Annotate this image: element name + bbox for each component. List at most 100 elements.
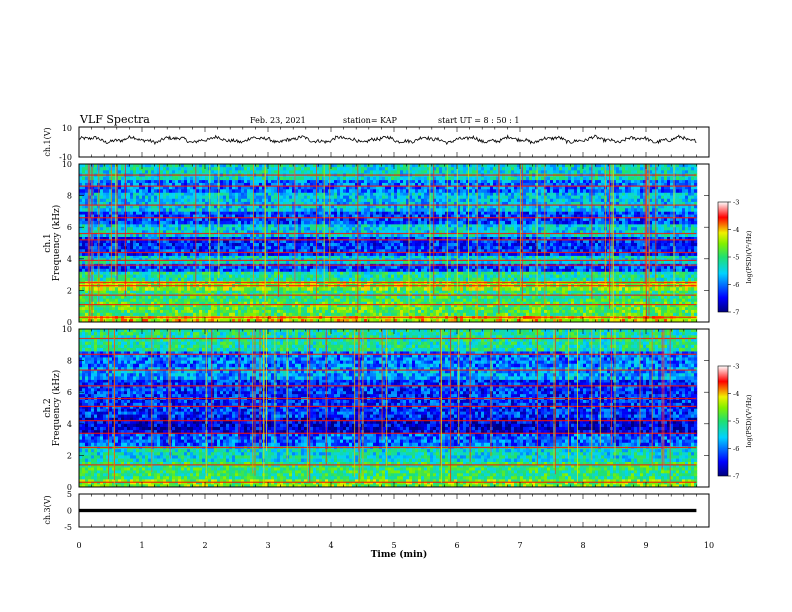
spectrogram-cell	[205, 299, 208, 302]
spectrogram-cell	[592, 287, 595, 290]
spectrogram-cell	[658, 269, 661, 272]
spectrogram-cell	[355, 313, 358, 316]
spectrogram-cell	[85, 290, 88, 293]
spectrogram-cell	[418, 310, 421, 313]
spectrogram-cell	[364, 266, 367, 269]
spectrogram-cell	[352, 278, 355, 281]
spectrogram-cell	[397, 290, 400, 293]
spectrogram-cell	[421, 313, 424, 316]
spectrogram-cell	[631, 307, 634, 310]
spectrogram-cell	[370, 266, 373, 269]
spectrogram-cell	[577, 256, 580, 259]
spectrogram-cell	[421, 296, 424, 299]
spectrogram-cell	[127, 266, 130, 269]
spectrogram-cell	[280, 256, 283, 259]
spectrogram-cell	[169, 261, 172, 264]
spectrogram-cell	[214, 299, 217, 302]
spectrogram-cell	[121, 299, 124, 302]
spectrogram-cell	[625, 310, 628, 313]
spectrogram-cell	[622, 256, 625, 259]
spectrogram-cell	[511, 269, 514, 272]
spectrogram-cell	[385, 290, 388, 293]
spectrogram-cell	[304, 287, 307, 290]
spectrogram-cell	[583, 256, 586, 259]
spectrogram-cell	[634, 299, 637, 302]
spectrogram-cell	[394, 256, 397, 259]
spectrogram-cell	[562, 278, 565, 281]
spectrogram-cell	[397, 266, 400, 269]
spectrogram-cell	[535, 296, 538, 299]
spectrogram-cell	[352, 287, 355, 290]
spectrogram-cell	[334, 278, 337, 281]
spectrogram-cell	[310, 256, 313, 259]
spectrogram-cell	[151, 275, 154, 278]
spectrogram-cell	[391, 261, 394, 264]
spectrogram-cell	[538, 261, 541, 264]
spectrogram-cell	[106, 290, 109, 293]
spectrogram-cell	[415, 287, 418, 290]
spectrogram-cell	[115, 287, 118, 290]
spectrogram-cell	[478, 269, 481, 272]
spectrogram-cell	[250, 275, 253, 278]
spectrogram-cell	[490, 310, 493, 313]
spectrogram-cell	[421, 269, 424, 272]
spectrogram-cell	[622, 275, 625, 278]
spectrogram-cell	[199, 313, 202, 316]
spectrogram-cell	[154, 287, 157, 290]
spectrogram-cell	[439, 256, 442, 259]
spectrogram-cell	[238, 287, 241, 290]
spectrogram-cell	[508, 307, 511, 310]
spectrogram-cell	[226, 287, 229, 290]
spectrogram-cell	[295, 299, 298, 302]
spectrogram-cell	[346, 275, 349, 278]
spectrogram-cell	[160, 296, 163, 299]
spectrogram-cell	[556, 269, 559, 272]
spectrogram-cell	[166, 271, 169, 274]
spectrogram-cell	[511, 261, 514, 264]
spectrogram-cell	[445, 307, 448, 310]
spectrogram-cell	[691, 290, 694, 293]
spectrogram-cell	[667, 256, 670, 259]
spectrogram-cell	[598, 307, 601, 310]
spectrogram-cell	[556, 307, 559, 310]
spectrogram-cell	[397, 269, 400, 272]
spectrogram-cell	[163, 271, 166, 274]
spectrogram-cell	[583, 307, 586, 310]
spectrogram-cell	[229, 275, 232, 278]
spectrogram-cell	[661, 271, 664, 274]
spectrogram-cell	[172, 278, 175, 281]
spectrogram-cell	[127, 278, 130, 281]
spectrogram-cell	[664, 310, 667, 313]
spectrogram-cell	[229, 290, 232, 293]
spectrogram-cell	[124, 310, 127, 313]
spectrogram-cell	[205, 256, 208, 259]
spectrogram-cell	[280, 307, 283, 310]
spectrogram-cell	[289, 261, 292, 264]
spectrogram-cell	[397, 296, 400, 299]
spectrogram-cell	[106, 256, 109, 259]
spectrogram-cell	[166, 256, 169, 259]
spectrogram-cell	[565, 290, 568, 293]
spectrogram-cell	[631, 256, 634, 259]
spectrogram-cell	[523, 299, 526, 302]
spectrogram-cell	[622, 290, 625, 293]
spectrogram-cell	[121, 278, 124, 281]
spectrogram-cell	[481, 256, 484, 259]
spectrogram-cell	[559, 287, 562, 290]
spectrogram-cell	[571, 271, 574, 274]
spectrogram-cell	[211, 266, 214, 269]
spectrogram-cell	[313, 299, 316, 302]
spectrogram-cell	[547, 275, 550, 278]
spectrogram-cell	[451, 287, 454, 290]
spectrogram-cell	[184, 307, 187, 310]
spectrogram-cell	[196, 307, 199, 310]
spectrogram-cell	[280, 310, 283, 313]
spectrogram-cell	[346, 266, 349, 269]
spectrogram-cell	[160, 299, 163, 302]
spectrogram-cell	[295, 310, 298, 313]
spectrogram-cell	[82, 310, 85, 313]
spectrogram-cell	[505, 256, 508, 259]
spectrogram-cell	[373, 313, 376, 316]
spectrogram-cell	[136, 256, 139, 259]
spectrogram-cell	[442, 271, 445, 274]
